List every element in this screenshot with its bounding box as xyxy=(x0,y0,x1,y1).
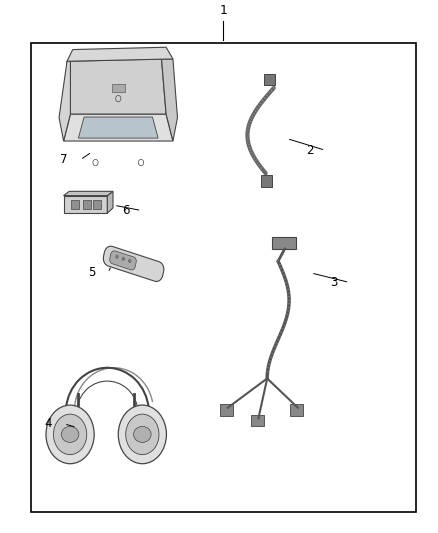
Text: 3: 3 xyxy=(330,276,337,289)
Circle shape xyxy=(115,255,119,259)
Bar xyxy=(251,415,264,426)
Circle shape xyxy=(118,405,166,464)
Polygon shape xyxy=(78,117,158,138)
Bar xyxy=(83,200,91,209)
Polygon shape xyxy=(67,59,166,114)
Ellipse shape xyxy=(61,426,79,442)
Polygon shape xyxy=(103,246,164,281)
Bar xyxy=(264,74,275,85)
Circle shape xyxy=(122,257,125,261)
Polygon shape xyxy=(64,191,113,196)
Bar xyxy=(93,200,101,209)
Text: 7: 7 xyxy=(60,154,68,166)
Text: 1: 1 xyxy=(219,4,227,17)
Circle shape xyxy=(128,259,131,263)
Text: 5: 5 xyxy=(88,266,95,279)
Circle shape xyxy=(46,405,94,464)
Circle shape xyxy=(126,414,159,455)
Bar xyxy=(290,404,303,416)
Polygon shape xyxy=(64,114,173,141)
Polygon shape xyxy=(162,59,177,141)
Polygon shape xyxy=(59,61,71,141)
Polygon shape xyxy=(107,191,113,213)
Polygon shape xyxy=(67,47,173,61)
Bar xyxy=(220,404,233,416)
Bar xyxy=(272,237,296,249)
Bar xyxy=(31,43,416,512)
Bar xyxy=(112,84,125,92)
Polygon shape xyxy=(110,251,136,270)
Ellipse shape xyxy=(134,426,151,442)
Text: 2: 2 xyxy=(306,144,313,157)
Circle shape xyxy=(53,414,87,455)
Bar xyxy=(261,175,272,187)
Text: 6: 6 xyxy=(122,204,129,217)
Text: 4: 4 xyxy=(44,417,52,430)
Polygon shape xyxy=(64,196,107,213)
Bar xyxy=(71,200,79,209)
